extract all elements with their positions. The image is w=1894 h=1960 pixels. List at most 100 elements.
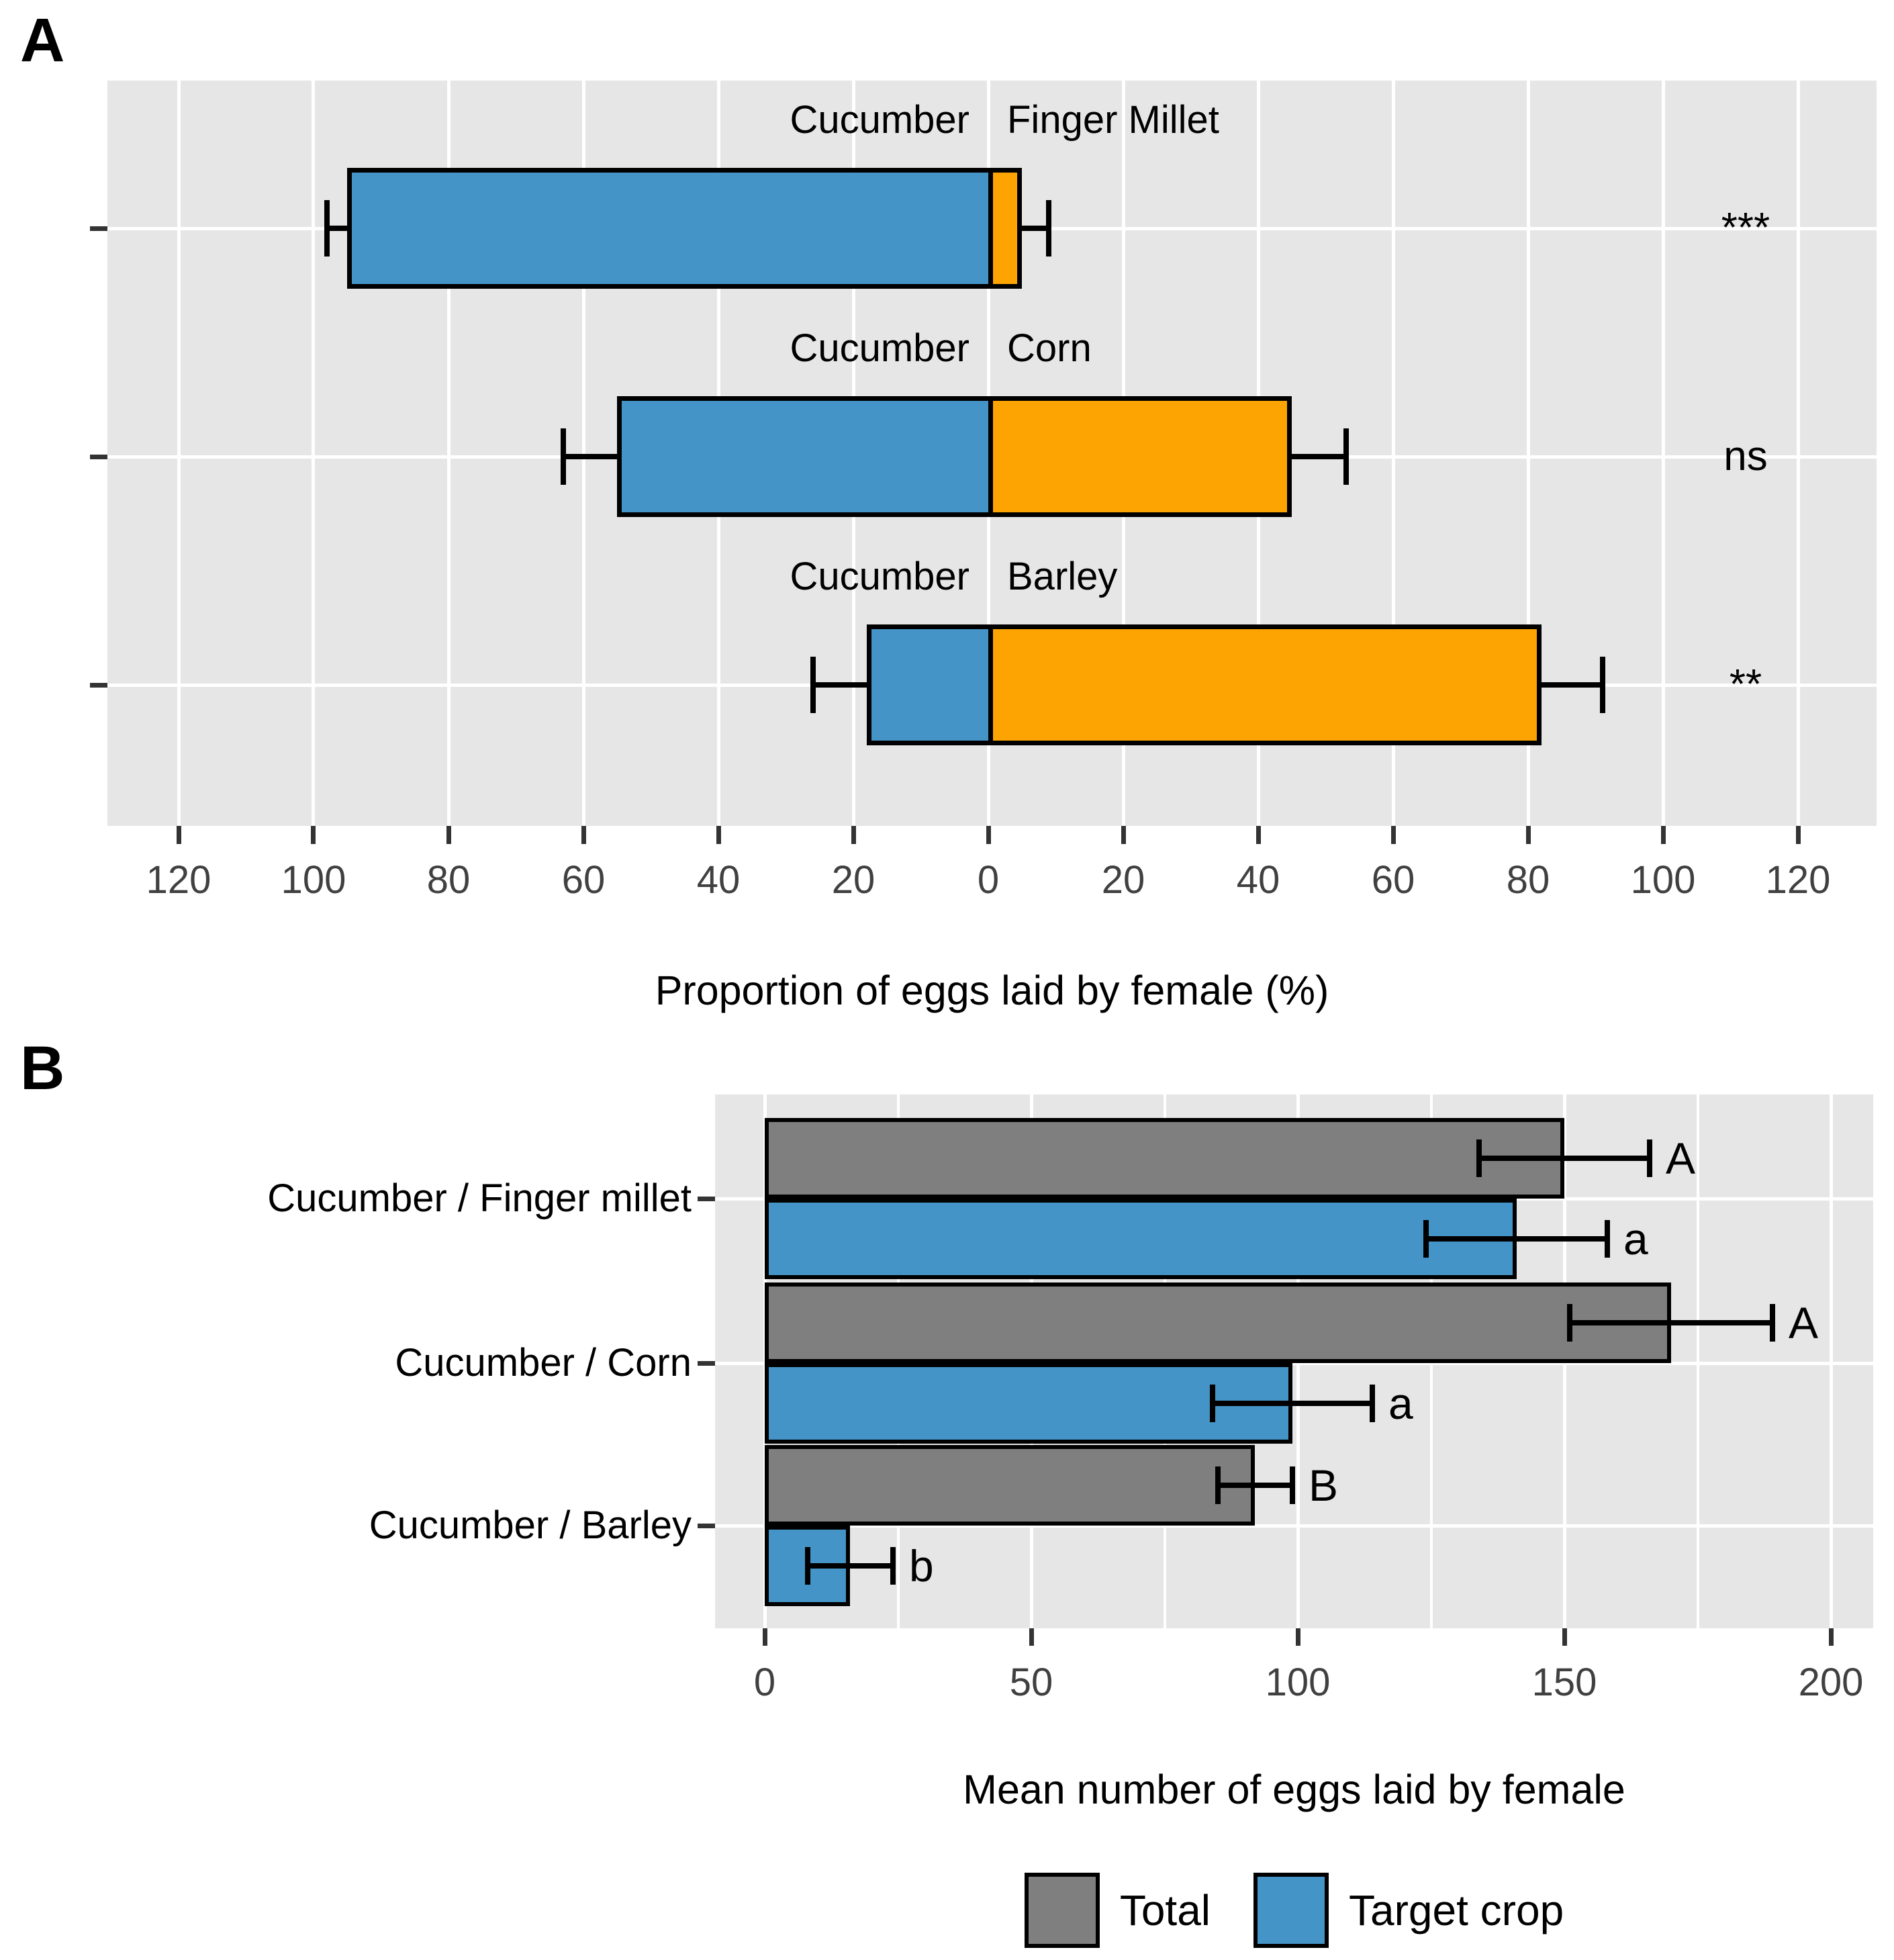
x-tick-label: 200 [1798,1661,1864,1704]
error-cap-low [1215,1466,1221,1504]
x-tick-mark [763,1628,767,1646]
x-tick-mark [1029,1628,1034,1646]
y-tick-mark [90,683,107,688]
error-cap-low [1423,1220,1429,1258]
x-tick-label: 120 [1765,858,1831,902]
error-line [1218,1483,1292,1488]
error-cap-left [561,428,566,485]
group-letter: b [909,1541,934,1591]
significance-label: ns [1723,433,1768,479]
bar-total-cucumber-barley [765,1445,1255,1526]
gridline-x [1392,81,1395,826]
bar-target-cucumber-finger-millet [765,1199,1517,1279]
error-cap-right [1343,428,1349,485]
bar-cucumber-corn [617,396,993,517]
error-cap-high [1290,1466,1295,1504]
error-line-left [813,682,867,688]
error-line-right [1292,454,1345,459]
x-tick-label: 60 [561,858,606,902]
significance-label: ** [1729,661,1762,708]
x-tick-mark [1256,826,1261,844]
category-label-cucumber-barley: Cucumber / Barley [369,1503,692,1547]
gridline-x [1662,81,1665,826]
x-tick-mark [1391,826,1396,844]
panel-a-letter: A [20,6,65,75]
x-tick-mark [986,826,991,844]
bar-total-cucumber-finger-millet [765,1118,1564,1199]
x-tick-mark [1562,1628,1567,1646]
x-tick-label: 20 [831,858,875,902]
gridline-x [312,81,315,826]
bar-cucumber-barley [867,624,993,745]
error-line-right [1022,226,1049,231]
row-label-cucumber: Cucumber [790,555,969,598]
gridline-y [715,1524,1873,1528]
x-tick-mark [1829,1628,1834,1646]
x-tick-label: 100 [1630,858,1696,902]
x-tick-label: 120 [146,858,211,902]
x-tick-mark [851,826,856,844]
panel-a-x-axis-title: Proportion of eggs laid by female (%) [655,968,1329,1013]
y-tick-mark [90,226,107,231]
row-label-cucumber: Cucumber [790,98,969,142]
error-cap-high [1605,1220,1610,1258]
x-tick-mark [1796,826,1801,844]
bar-companion-finger-millet [988,168,1022,289]
group-letter: A [1789,1298,1819,1348]
error-line-right [1542,682,1602,688]
gridline-x-minor [1697,1094,1699,1628]
gridline-x [1527,81,1530,826]
gridline-x [177,81,181,826]
error-cap-right [1600,657,1605,713]
legend-label-target-crop: Target crop [1349,1886,1564,1934]
bar-target-cucumber-corn [765,1363,1292,1444]
error-line-left [327,226,347,231]
x-tick-label: 100 [1265,1661,1331,1704]
panel-a-plot-area: Cucumber Finger Millet *** Cucumber Corn ns Cu… [90,81,1877,901]
significance-label: *** [1721,205,1770,251]
legend-swatch-target-crop [1253,1873,1329,1948]
error-cap-low [805,1547,810,1585]
x-tick-label: 100 [281,858,346,902]
y-tick-mark [698,1197,715,1201]
legend: Total Target crop [715,1857,1873,1960]
row-label-cucumber: Cucumber [790,326,969,370]
x-tick-mark [581,826,586,844]
error-cap-left [324,200,330,256]
x-tick-label: 60 [1371,858,1415,902]
gridline-x [447,81,451,826]
category-label-cucumber-corn: Cucumber / Corn [395,1341,692,1385]
error-cap-high [890,1547,896,1585]
group-letter: a [1388,1379,1413,1428]
x-tick-mark [1661,826,1666,844]
x-tick-label: 0 [977,858,1000,902]
error-line-left [563,454,617,459]
error-line [808,1563,893,1569]
panel-b-letter: B [20,1034,65,1103]
gridline-x [582,81,585,826]
x-tick-label: 40 [696,858,741,902]
error-line [1570,1320,1772,1325]
gridline-x [1797,81,1800,826]
x-tick-mark [1121,826,1126,844]
row-label-barley: Barley [1007,555,1118,598]
x-tick-label: 50 [1009,1661,1053,1704]
error-line [1213,1401,1372,1406]
error-cap-high [1370,1385,1375,1422]
x-tick-mark [1296,1628,1300,1646]
group-letter: B [1309,1460,1339,1510]
gridline-y [715,1362,1873,1365]
row-label-corn: Corn [1007,326,1092,370]
x-tick-label: 80 [1506,858,1550,902]
legend-item-target-crop: Target crop [1253,1873,1564,1948]
error-cap-right [1046,200,1051,256]
x-tick-mark [716,826,721,844]
group-letter: a [1623,1214,1648,1264]
x-tick-mark [177,826,181,844]
x-tick-mark [1526,826,1531,844]
legend-swatch-total [1024,1873,1100,1948]
error-cap-low [1567,1304,1572,1342]
group-letter: A [1666,1133,1696,1183]
